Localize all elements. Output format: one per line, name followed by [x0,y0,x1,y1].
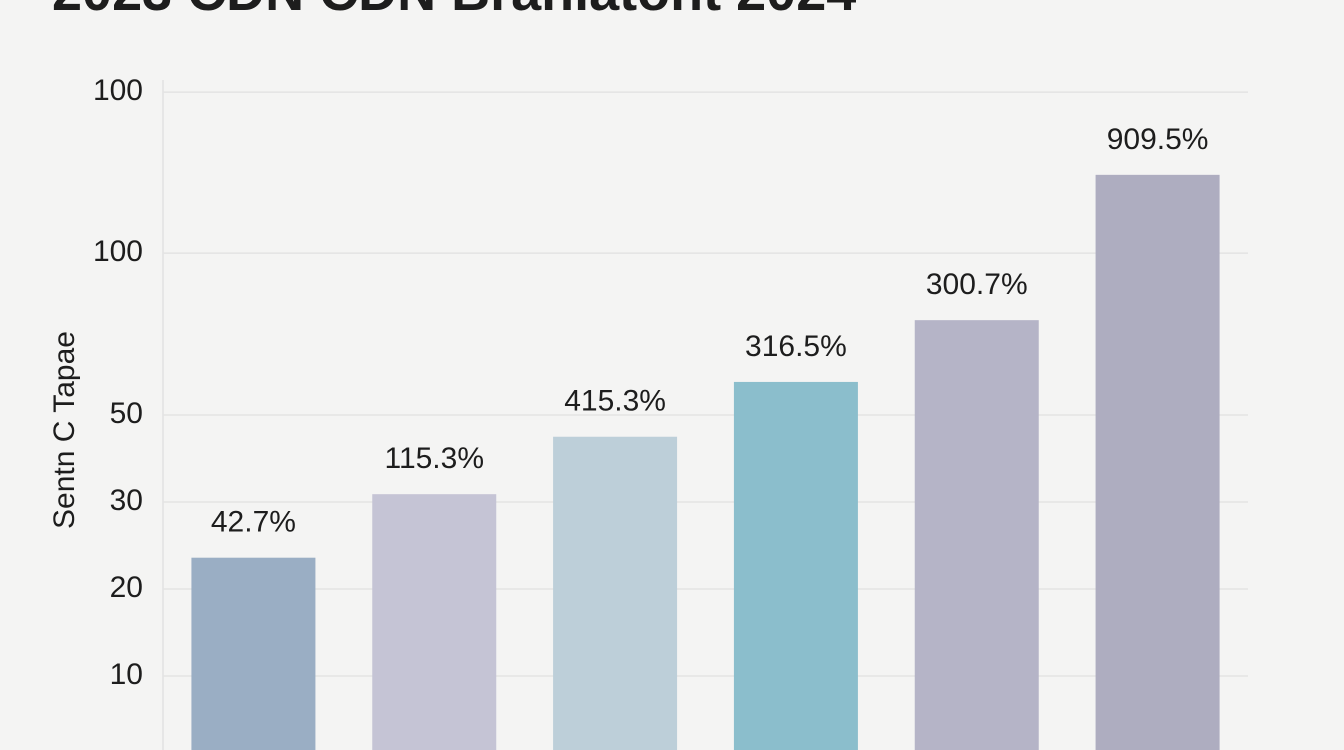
y-tick-label: 10 [110,658,143,691]
data-label: 300.7% [926,268,1028,301]
bar [914,320,1039,750]
bar [553,436,678,750]
chart-title: 2023 CDN CDN Branlatont 2024 [52,0,856,22]
bar [372,494,497,750]
y-tick-label: 100 [93,74,143,107]
y-axis-label: Sentn C Tapae [48,331,81,529]
bar [1095,174,1220,750]
bar [191,557,316,750]
bar [733,381,858,750]
data-label: 115.3% [384,442,484,475]
data-label: 42.7% [211,506,296,539]
y-tick-label: 20 [110,571,143,604]
y-tick-label: 50 [110,397,143,430]
y-tick-label: 100 [93,235,143,268]
y-tick-label: 30 [110,484,143,517]
data-label: 316.5% [745,330,847,363]
data-label: 909.5% [1107,123,1209,156]
data-label: 415.3% [564,385,666,418]
